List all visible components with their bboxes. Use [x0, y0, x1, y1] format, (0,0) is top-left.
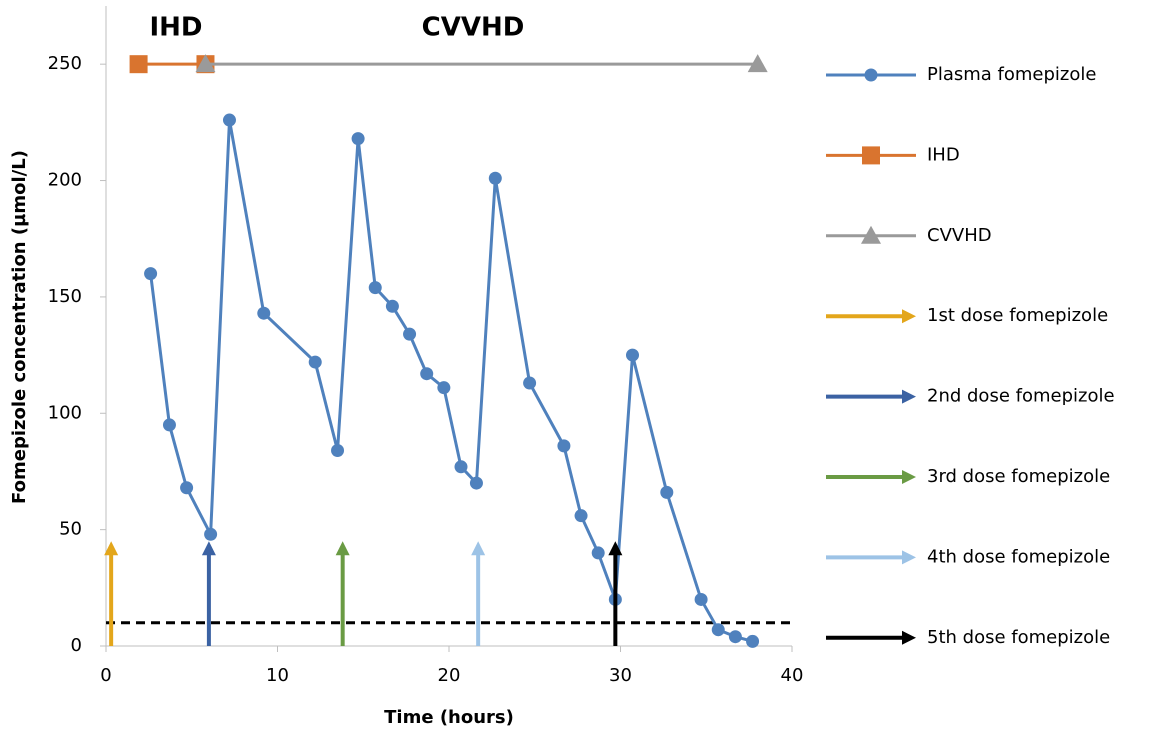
data-point [488, 171, 502, 185]
data-point [694, 592, 708, 606]
legend-marker [864, 68, 878, 82]
legend-label: 2nd dose fomepizole [927, 386, 1115, 407]
x-tick-label: 10 [266, 665, 289, 686]
y-tick-label: 100 [48, 402, 82, 423]
arrow-head [471, 541, 486, 556]
data-point [660, 485, 674, 499]
arrow-head [104, 541, 119, 556]
legend-arrow [902, 309, 916, 324]
y-tick-label: 150 [48, 286, 82, 307]
legend-arrow [902, 470, 916, 484]
data-point [331, 444, 345, 458]
legend-marker [862, 146, 880, 165]
data-point [557, 439, 571, 453]
legend-label: IHD [927, 144, 960, 165]
data-point [469, 476, 483, 490]
data-point [351, 132, 365, 146]
data-point [180, 481, 194, 495]
y-tick-label: 0 [71, 635, 82, 656]
data-point [162, 418, 176, 432]
series-line [149, 119, 753, 643]
legend-arrow [902, 630, 916, 645]
data-point [308, 355, 322, 369]
y-axis-title: Fomepizole concentration (µmol/L) [9, 150, 30, 504]
legend-label: Plasma fomepizole [927, 64, 1096, 85]
data-point [626, 348, 640, 362]
annotation: IHD [149, 13, 202, 43]
data-point [728, 630, 742, 644]
data-point [195, 54, 216, 73]
legend-label: 3rd dose fomepizole [927, 466, 1110, 487]
data-point [574, 509, 588, 523]
legend-marker [861, 225, 881, 244]
data-point [420, 367, 434, 381]
x-tick-label: 0 [100, 665, 111, 686]
legend-arrow [902, 389, 916, 404]
x-tick-label: 40 [781, 665, 804, 686]
arrow-head [335, 541, 350, 556]
data-point [523, 376, 537, 390]
data-point [385, 299, 399, 313]
data-point [437, 381, 451, 395]
data-point [129, 55, 148, 74]
x-tick-label: 30 [609, 665, 632, 686]
data-point [747, 54, 768, 73]
data-point [222, 113, 236, 127]
legend-label: 4th dose fomepizole [927, 546, 1110, 567]
x-tick-label: 20 [438, 665, 461, 686]
y-tick-label: 50 [59, 519, 82, 540]
data-point [711, 623, 725, 637]
x-axis-title: Time (hours) [384, 707, 514, 728]
data-point [403, 327, 417, 341]
y-tick-label: 250 [48, 53, 82, 74]
data-point [591, 546, 605, 560]
data-point [144, 267, 158, 281]
data-point [257, 306, 271, 320]
legend-label: 5th dose fomepizole [927, 627, 1110, 648]
legend-arrow [902, 550, 916, 565]
data-point [746, 634, 760, 648]
data-point [454, 460, 468, 474]
annotation: CVVHD [422, 13, 525, 43]
y-tick-label: 200 [48, 170, 82, 191]
arrow-head [201, 541, 216, 556]
legend-label: CVVHD [927, 225, 992, 246]
legend-label: 1st dose fomepizole [927, 305, 1108, 326]
data-point [368, 281, 382, 295]
data-point [204, 527, 218, 541]
arrow-head [608, 541, 623, 556]
